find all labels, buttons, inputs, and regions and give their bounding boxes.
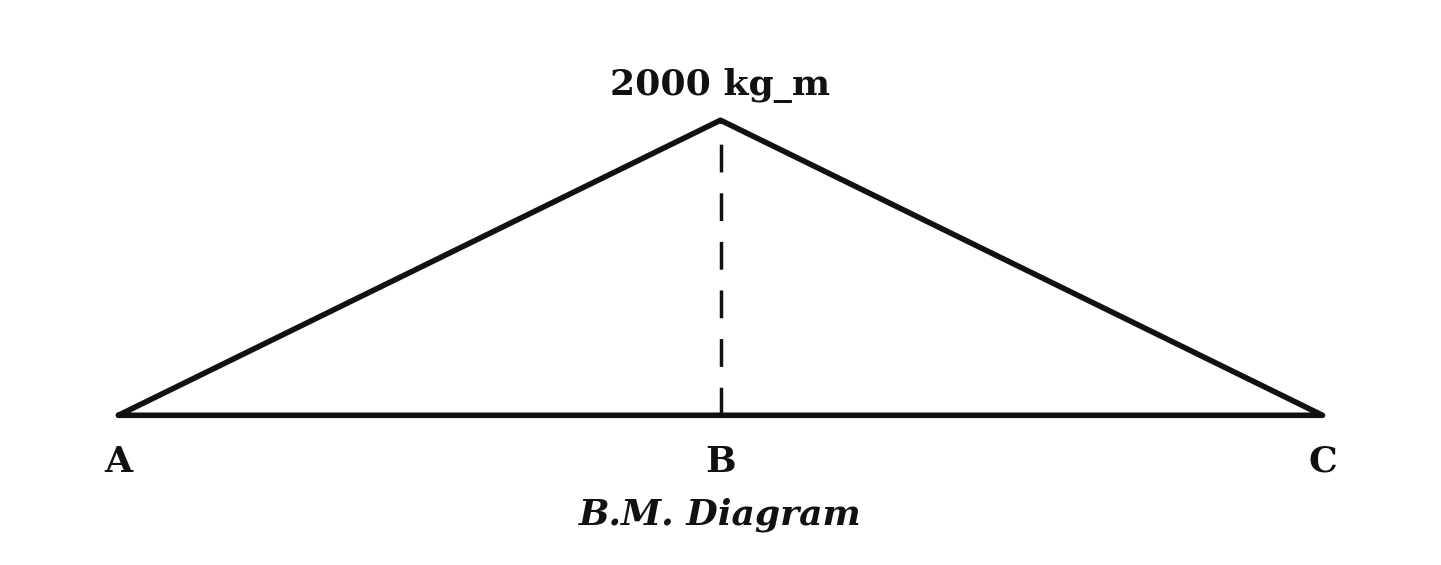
Text: B: B [705, 445, 736, 479]
Text: C: C [1308, 445, 1337, 479]
Text: A: A [104, 445, 133, 479]
Text: B.M. Diagram: B.M. Diagram [579, 498, 862, 532]
Text: 2000 kg_m: 2000 kg_m [611, 67, 830, 102]
